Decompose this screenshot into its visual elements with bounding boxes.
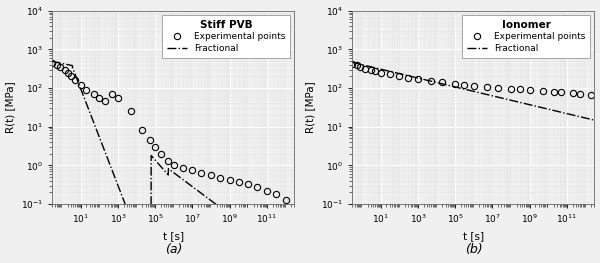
Fractional [284,256,291,259]
Experimental points [198,171,205,174]
Experimental points [96,97,103,100]
Fractional [291,261,298,263]
Experimental points [127,110,134,113]
Fractional [361,64,368,67]
Experimental points [235,180,242,184]
Experimental points [272,193,280,196]
Experimental points [508,87,515,90]
Fractional [48,60,55,63]
Experimental points [396,75,403,78]
Experimental points [470,84,478,87]
Experimental points [189,169,196,172]
Experimental points [64,72,71,75]
Fractional [160,168,167,171]
Experimental points [461,83,468,86]
Experimental points [208,174,215,177]
Fractional [239,223,247,226]
Legend: Experimental points, Fractional: Experimental points, Fractional [463,15,590,58]
Experimental points [115,97,122,100]
Line: Fractional: Fractional [52,62,295,263]
Experimental points [539,89,547,93]
Experimental points [371,70,379,73]
Experimental points [377,71,385,74]
Experimental points [577,92,584,95]
Fractional [166,168,173,171]
Experimental points [49,61,56,64]
Fractional [284,256,291,259]
Experimental points [282,198,289,201]
X-axis label: t [s]: t [s] [163,231,184,241]
Experimental points [367,69,374,72]
Experimental points [415,78,422,81]
Fractional [348,61,355,64]
Fractional [460,87,467,90]
Experimental points [146,139,153,142]
Fractional [539,106,547,109]
Line: Experimental points: Experimental points [349,60,594,98]
Experimental points [77,83,85,87]
Experimental points [62,69,69,72]
Fractional [584,117,591,120]
Experimental points [152,145,159,148]
Experimental points [139,129,146,132]
Experimental points [226,178,233,181]
Experimental points [245,183,252,186]
Experimental points [558,91,565,94]
Experimental points [57,65,64,68]
Line: Experimental points: Experimental points [49,60,289,203]
Experimental points [483,85,490,89]
Experimental points [67,75,74,78]
Experimental points [517,88,524,91]
Experimental points [405,76,412,79]
Experimental points [170,164,178,167]
Experimental points [362,67,369,70]
Legend: Experimental points, Fractional: Experimental points, Fractional [163,15,290,58]
Experimental points [427,79,434,82]
Experimental points [353,64,360,67]
Experimental points [263,189,271,192]
Experimental points [83,88,90,91]
Line: Fractional: Fractional [352,62,595,120]
Experimental points [386,73,393,76]
Y-axis label: R(t) [MPa]: R(t) [MPa] [305,82,316,133]
Y-axis label: R(t) [MPa]: R(t) [MPa] [5,82,16,133]
Experimental points [53,63,60,66]
Experimental points [357,65,364,68]
Fractional [584,117,591,120]
Experimental points [109,92,116,95]
Experimental points [526,89,533,92]
Fractional [591,119,598,122]
Experimental points [254,185,261,188]
Experimental points [157,152,164,155]
X-axis label: t [s]: t [s] [463,231,484,241]
Experimental points [550,90,557,93]
Text: (a): (a) [165,242,182,256]
Fractional [466,89,473,92]
Experimental points [439,80,446,83]
Experimental points [494,87,502,90]
Experimental points [71,79,79,82]
Experimental points [179,166,187,170]
Fractional [61,62,68,65]
Text: (b): (b) [464,242,482,256]
Experimental points [164,159,172,163]
Experimental points [217,176,224,179]
Experimental points [90,92,97,95]
Experimental points [569,92,576,95]
Experimental points [101,100,109,103]
Experimental points [587,94,595,97]
Experimental points [349,62,356,65]
Experimental points [452,82,459,85]
